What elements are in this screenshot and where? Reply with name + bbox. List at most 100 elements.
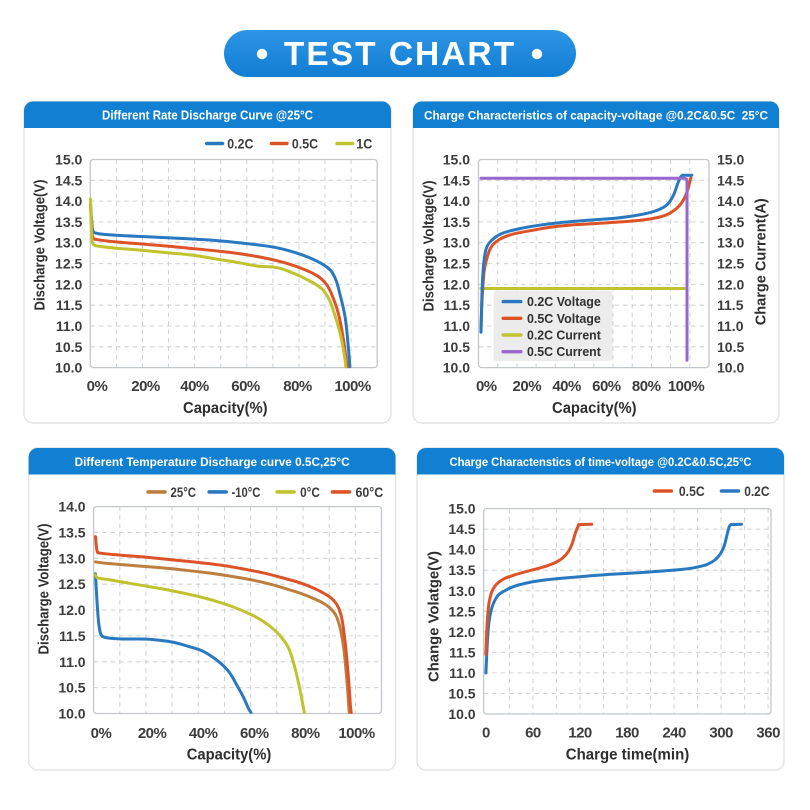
svg-text:10.5: 10.5 (717, 339, 744, 355)
svg-text:300: 300 (709, 725, 733, 742)
svg-text:15.0: 15.0 (443, 152, 470, 168)
svg-text:0%: 0% (87, 378, 108, 395)
svg-text:Discharge Voltage(V): Discharge Voltage(V) (31, 180, 48, 311)
svg-text:Change Volatge(V): Change Volatge(V) (425, 551, 442, 682)
svg-text:Different Rate Discharge Curve: Different Rate Discharge Curve @25°C (102, 109, 313, 123)
svg-text:60%: 60% (592, 378, 621, 395)
svg-text:10.0: 10.0 (443, 360, 470, 376)
svg-text:10.5: 10.5 (58, 680, 85, 696)
svg-text:10.5: 10.5 (448, 685, 475, 701)
svg-text:0.2C Voltage: 0.2C Voltage (527, 294, 601, 309)
svg-text:80%: 80% (283, 378, 312, 395)
svg-text:0%: 0% (476, 378, 497, 395)
svg-text:12.5: 12.5 (58, 576, 85, 592)
svg-text:11.0: 11.0 (56, 318, 83, 334)
svg-text:14.0: 14.0 (55, 193, 82, 209)
svg-text:100%: 100% (338, 725, 375, 742)
svg-text:11.0: 11.0 (59, 654, 86, 670)
svg-text:25°C: 25°C (171, 484, 197, 500)
svg-text:13.5: 13.5 (448, 562, 475, 578)
svg-text:20%: 20% (131, 378, 160, 395)
svg-text:14.0: 14.0 (443, 193, 470, 209)
svg-text:20%: 20% (513, 378, 542, 395)
svg-text:10.5: 10.5 (443, 339, 470, 355)
svg-text:40%: 40% (189, 725, 218, 742)
svg-text:15.0: 15.0 (448, 501, 475, 517)
svg-text:14.0: 14.0 (717, 193, 744, 209)
svg-text:0.5C: 0.5C (292, 136, 318, 152)
svg-text:14.0: 14.0 (448, 542, 475, 558)
svg-text:15.0: 15.0 (55, 152, 82, 168)
svg-text:0.2C: 0.2C (744, 483, 769, 499)
svg-text:0.2C: 0.2C (227, 136, 253, 152)
svg-text:Capacity(%): Capacity(%) (187, 747, 272, 764)
svg-text:11.5: 11.5 (59, 628, 86, 644)
svg-text:Charge Current(A): Charge Current(A) (753, 198, 770, 325)
svg-text:14.5: 14.5 (717, 172, 744, 188)
svg-text:0: 0 (482, 725, 490, 742)
svg-text:11.5: 11.5 (717, 297, 744, 313)
svg-text:11.0: 11.0 (717, 318, 744, 334)
svg-text:12.0: 12.0 (55, 276, 82, 292)
svg-text:12.5: 12.5 (448, 603, 475, 619)
svg-text:13.5: 13.5 (55, 214, 82, 230)
svg-text:15.0: 15.0 (717, 152, 744, 168)
svg-text:11.0: 11.0 (449, 665, 476, 681)
svg-text:-10°C: -10°C (232, 484, 261, 500)
svg-text:13.0: 13.0 (717, 235, 744, 251)
svg-text:12.0: 12.0 (448, 624, 475, 640)
svg-text:0°C: 0°C (300, 484, 320, 500)
svg-text:0.2C Current: 0.2C Current (527, 328, 601, 343)
svg-text:Charge Characteristics of capa: Charge Characteristics of capacity-volta… (424, 109, 768, 123)
svg-text:10.5: 10.5 (55, 339, 82, 355)
svg-text:13.0: 13.0 (448, 583, 475, 599)
svg-text:240: 240 (662, 725, 686, 742)
svg-text:11.5: 11.5 (444, 297, 471, 313)
svg-text:13.0: 13.0 (443, 235, 470, 251)
svg-text:60%: 60% (231, 378, 260, 395)
svg-text:14.5: 14.5 (55, 172, 82, 188)
svg-text:13.5: 13.5 (443, 214, 470, 230)
svg-text:10.0: 10.0 (448, 706, 475, 722)
svg-text:10.0: 10.0 (717, 360, 744, 376)
svg-text:Capacity(%): Capacity(%) (183, 400, 268, 417)
svg-text:Discharge Voltage(V): Discharge Voltage(V) (36, 524, 53, 655)
svg-text:14.5: 14.5 (443, 172, 470, 188)
svg-text:Capacity(%): Capacity(%) (552, 400, 637, 417)
svg-text:14.0: 14.0 (58, 499, 85, 515)
svg-text:60: 60 (525, 725, 541, 742)
svg-text:60°C: 60°C (356, 484, 384, 500)
svg-text:12.5: 12.5 (443, 256, 470, 272)
svg-text:0.5C Voltage: 0.5C Voltage (527, 311, 601, 326)
svg-text:10.0: 10.0 (55, 360, 82, 376)
svg-text:40%: 40% (552, 378, 581, 395)
svg-text:60%: 60% (240, 725, 269, 742)
svg-text:12.0: 12.0 (717, 276, 744, 292)
svg-text:0%: 0% (91, 725, 112, 742)
svg-text:11.5: 11.5 (449, 644, 476, 660)
svg-text:Charge Charactenstics of time-: Charge Charactenstics of time-voltage @0… (450, 455, 752, 469)
svg-text:Discharge Voltage(V): Discharge Voltage(V) (421, 181, 438, 312)
svg-text:Different Temperature Discharg: Different Temperature Discharge curve 0.… (75, 455, 350, 469)
svg-text:100%: 100% (334, 378, 371, 395)
svg-text:14.5: 14.5 (448, 521, 475, 537)
svg-text:100%: 100% (668, 378, 705, 395)
svg-text:11.0: 11.0 (444, 318, 471, 334)
svg-text:12.5: 12.5 (717, 256, 744, 272)
svg-text:80%: 80% (291, 725, 320, 742)
svg-text:12.0: 12.0 (443, 276, 470, 292)
svg-text:40%: 40% (180, 378, 209, 395)
svg-text:12.0: 12.0 (58, 602, 85, 618)
svg-text:0.5C: 0.5C (679, 483, 705, 499)
svg-text:1C: 1C (356, 136, 372, 152)
svg-text:80%: 80% (632, 378, 661, 395)
svg-text:TEST CHART: TEST CHART (284, 36, 516, 73)
svg-text:12.5: 12.5 (55, 256, 82, 272)
svg-text:0.5C Current: 0.5C Current (527, 344, 601, 359)
svg-text:360: 360 (756, 725, 780, 742)
svg-text:13.5: 13.5 (717, 214, 744, 230)
svg-text:180: 180 (615, 725, 639, 742)
svg-text:120: 120 (568, 725, 592, 742)
svg-text:Charge time(min): Charge time(min) (566, 747, 690, 764)
svg-text:13.0: 13.0 (55, 235, 82, 251)
